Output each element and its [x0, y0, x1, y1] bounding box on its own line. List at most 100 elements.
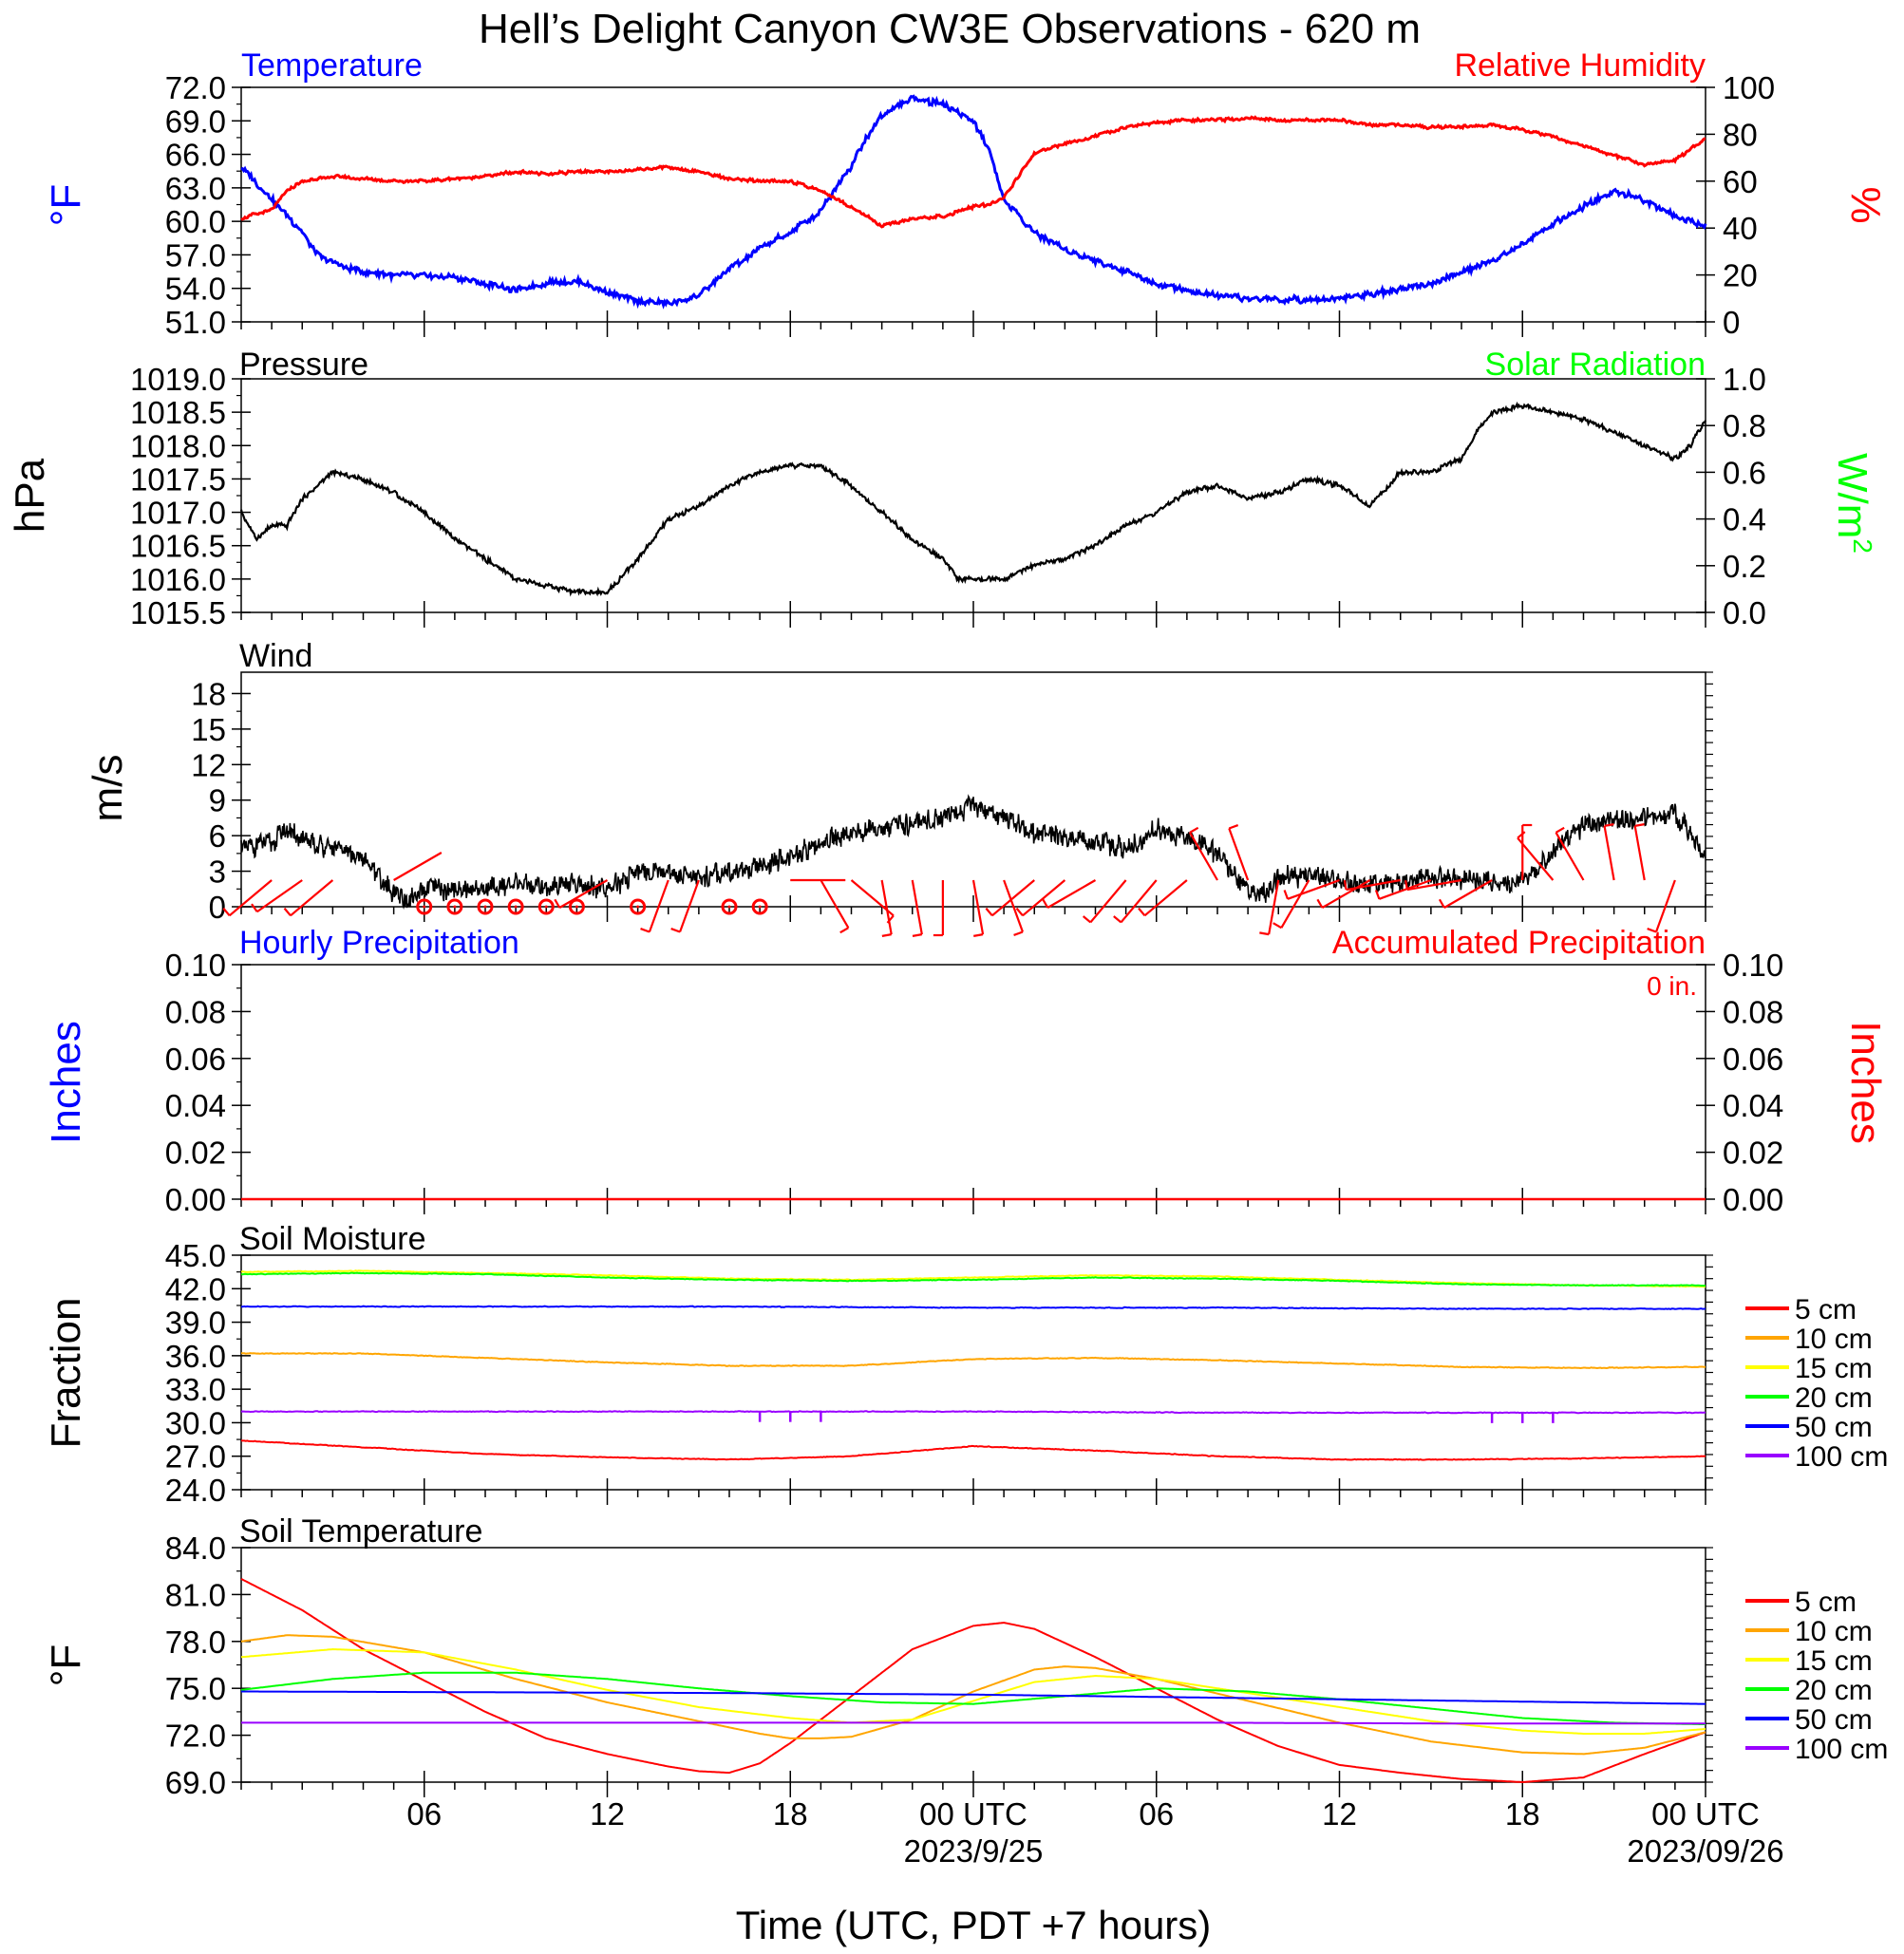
- wind-barb-flag: [1082, 915, 1092, 924]
- soil-moisture-axis-tick-label: 42.0: [165, 1271, 226, 1306]
- soil-moisture-line-50cm: [241, 1305, 1706, 1310]
- soil-moisture-unit-label: Fraction: [43, 1298, 89, 1449]
- soil-moisture-axis-tick-label: 24.0: [165, 1473, 226, 1508]
- wind-barb-shaft: [911, 879, 923, 935]
- wind-axis-tick-label: 18: [191, 676, 226, 711]
- humidity-axis-tick-label: 60: [1723, 164, 1758, 199]
- wind-speed-line: [240, 794, 1706, 911]
- soil-moisture-legend-label: 15 cm: [1795, 1353, 1873, 1384]
- time-tick-label: 12: [1322, 1796, 1357, 1832]
- wind-barb-flag: [881, 933, 892, 937]
- wind-barb-shaft: [1378, 878, 1432, 900]
- humidity-axis-ticks: 100 80 60 40 20 0: [1696, 70, 1775, 340]
- wind-barb-shaft: [1022, 879, 1066, 917]
- calm-wind-marker: [507, 898, 524, 915]
- pressure-time-ticks: [240, 601, 1706, 628]
- hourly-precip-axis-tick-label: 0.04: [165, 1088, 226, 1123]
- wind-axis-tick-label: 15: [191, 712, 226, 747]
- wind-barb-flag: [973, 933, 984, 937]
- pressure-axis-ticks: 1019.01018.51018.01017.51017.01016.51016…: [130, 362, 251, 630]
- solar-axis-tick-label: 0.6: [1723, 455, 1766, 490]
- soil-moisture-legend-label: 10 cm: [1795, 1324, 1873, 1355]
- soil-temperature-axis-tick-label: 78.0: [165, 1625, 226, 1660]
- wind-barb-shaft: [1517, 836, 1555, 881]
- soil-temperature-line-5cm: [240, 1578, 1706, 1784]
- soil-moisture-axis-tick-label: 27.0: [165, 1439, 226, 1475]
- wind-barb-shaft: [991, 879, 1035, 917]
- wind-barb-shaft: [880, 879, 893, 935]
- solar-axis-tick-label: 0.4: [1723, 502, 1766, 537]
- soil-moisture-line-5cm: [240, 1439, 1706, 1461]
- soil-moisture-axis-tick-label: 39.0: [165, 1306, 226, 1341]
- accum-precip-axis-tick-label: 0.00: [1723, 1182, 1783, 1217]
- wind-barb-flag: [1013, 930, 1024, 936]
- temperature-axis-tick-label: 57.0: [165, 237, 226, 272]
- solar-title: Solar Radiation: [1485, 347, 1706, 383]
- chart-title: Hell’s Delight Canyon CW3E Observations …: [479, 6, 1421, 52]
- temperature-title: Temperature: [241, 47, 423, 84]
- solar-axis-ticks: 1.0 0.8 0.6 0.4 0.2 0.0: [1696, 362, 1766, 630]
- solar-unit-exponent: 2: [1848, 538, 1877, 554]
- wind-barb-shaft: [1443, 879, 1493, 909]
- calm-wind-marker: [568, 898, 585, 915]
- calm-wind-dot: [453, 905, 457, 909]
- hourly-precip-axis-tick-label: 0.08: [165, 994, 226, 1029]
- temperature-axis-ticks: 72.069.066.063.060.057.054.051.0: [165, 70, 251, 340]
- wind-barb-flag: [1374, 890, 1381, 900]
- svg-text:W/m2: W/m2: [1829, 453, 1877, 554]
- hourly-precip-axis-tick-label: 0.06: [165, 1042, 226, 1077]
- pressure-axis-tick-label: 1018.5: [130, 395, 226, 430]
- wind-barb-shaft: [1346, 878, 1401, 892]
- calm-wind-marker: [446, 898, 463, 915]
- accum-precip-unit-label: Inches: [1842, 1021, 1889, 1144]
- solar-axis-tick-label: 0.0: [1723, 595, 1766, 630]
- soil-moisture-axis-ticks: 45.042.039.036.033.030.027.024.0: [165, 1238, 1713, 1508]
- wind-barb-flag: [1555, 826, 1565, 834]
- solar-axis-tick-label: 0.8: [1723, 408, 1766, 443]
- humidity-axis-tick-label: 100: [1723, 70, 1775, 105]
- pressure-axis-tick-label: 1016.5: [130, 529, 226, 564]
- soil-temperature-legend-label: 20 cm: [1795, 1675, 1873, 1706]
- wind-barbs: [222, 823, 1676, 937]
- accum-precip-total: 0 in.: [1647, 971, 1697, 1001]
- soil-temperature-axis-tick-label: 72.0: [165, 1719, 226, 1754]
- wind-barb-shaft: [1603, 825, 1615, 881]
- wind-barb-shaft: [1268, 879, 1280, 935]
- wind-barb-shaft: [558, 879, 609, 909]
- wind-barb-shaft: [971, 879, 985, 935]
- soil-moisture-line-100cm: [240, 1410, 1706, 1415]
- calm-wind-dot: [483, 905, 487, 909]
- pressure-axis-tick-label: 1017.5: [130, 461, 226, 497]
- calm-wind-dot: [575, 905, 578, 909]
- soil-temperature-line-50cm: [241, 1690, 1706, 1705]
- pressure-panel: Pressure Solar Radiation hPa W/m2 1019.0…: [7, 347, 1877, 630]
- wind-barb-shaft: [1189, 832, 1218, 881]
- wind-barb-flag: [283, 907, 292, 916]
- wind-barb-shaft: [1287, 878, 1340, 900]
- pressure-unit-label: hPa: [7, 458, 53, 533]
- wind-barb-flag: [912, 933, 923, 937]
- temperature-axis-tick-label: 54.0: [165, 272, 226, 307]
- date-label: 2023/9/25: [904, 1833, 1044, 1869]
- wind-barb-shaft: [393, 852, 443, 881]
- wind-barb-shaft: [1003, 879, 1024, 932]
- soil-moisture-legend-label: 100 cm: [1795, 1441, 1888, 1473]
- soil-moisture-axis-tick-label: 33.0: [165, 1372, 226, 1407]
- soil-temperature-legend-label: 50 cm: [1795, 1704, 1873, 1736]
- wind-axis-tick-label: 12: [191, 747, 226, 782]
- wind-barb-shaft: [1228, 828, 1250, 881]
- calm-wind-marker: [721, 898, 738, 915]
- wind-title: Wind: [239, 638, 312, 674]
- wind-barb-flag: [1015, 907, 1024, 916]
- wind-barb-flag: [985, 907, 993, 916]
- wind-barb-shaft: [1555, 832, 1585, 881]
- calm-wind-dot: [544, 905, 548, 909]
- solar-unit-label: W/m2: [1829, 453, 1877, 554]
- wind-barb-shaft: [820, 879, 850, 929]
- soil-moisture-lines: [240, 1269, 1706, 1461]
- soil-temperature-axis-tick-label: 69.0: [165, 1765, 226, 1800]
- soil-temperature-line-20cm: [240, 1671, 1706, 1726]
- temperature-panel: Temperature Relative Humidity °F % 72.06…: [43, 47, 1889, 340]
